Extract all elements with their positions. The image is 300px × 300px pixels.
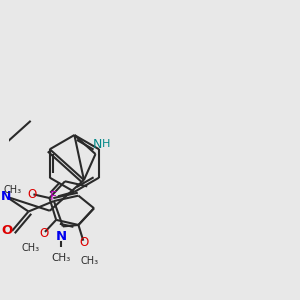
Text: O: O (27, 188, 37, 200)
Text: O: O (79, 236, 88, 249)
Text: N: N (1, 190, 11, 203)
Text: N: N (92, 138, 102, 151)
Text: CH₃: CH₃ (21, 243, 39, 253)
Text: CH₃: CH₃ (52, 253, 71, 263)
Text: F: F (50, 190, 57, 203)
Text: O: O (1, 224, 12, 237)
Text: N: N (56, 230, 67, 243)
Text: CH₃: CH₃ (3, 184, 22, 195)
Text: H: H (102, 140, 110, 149)
Text: CH₃: CH₃ (80, 256, 99, 266)
Text: O: O (39, 226, 49, 239)
